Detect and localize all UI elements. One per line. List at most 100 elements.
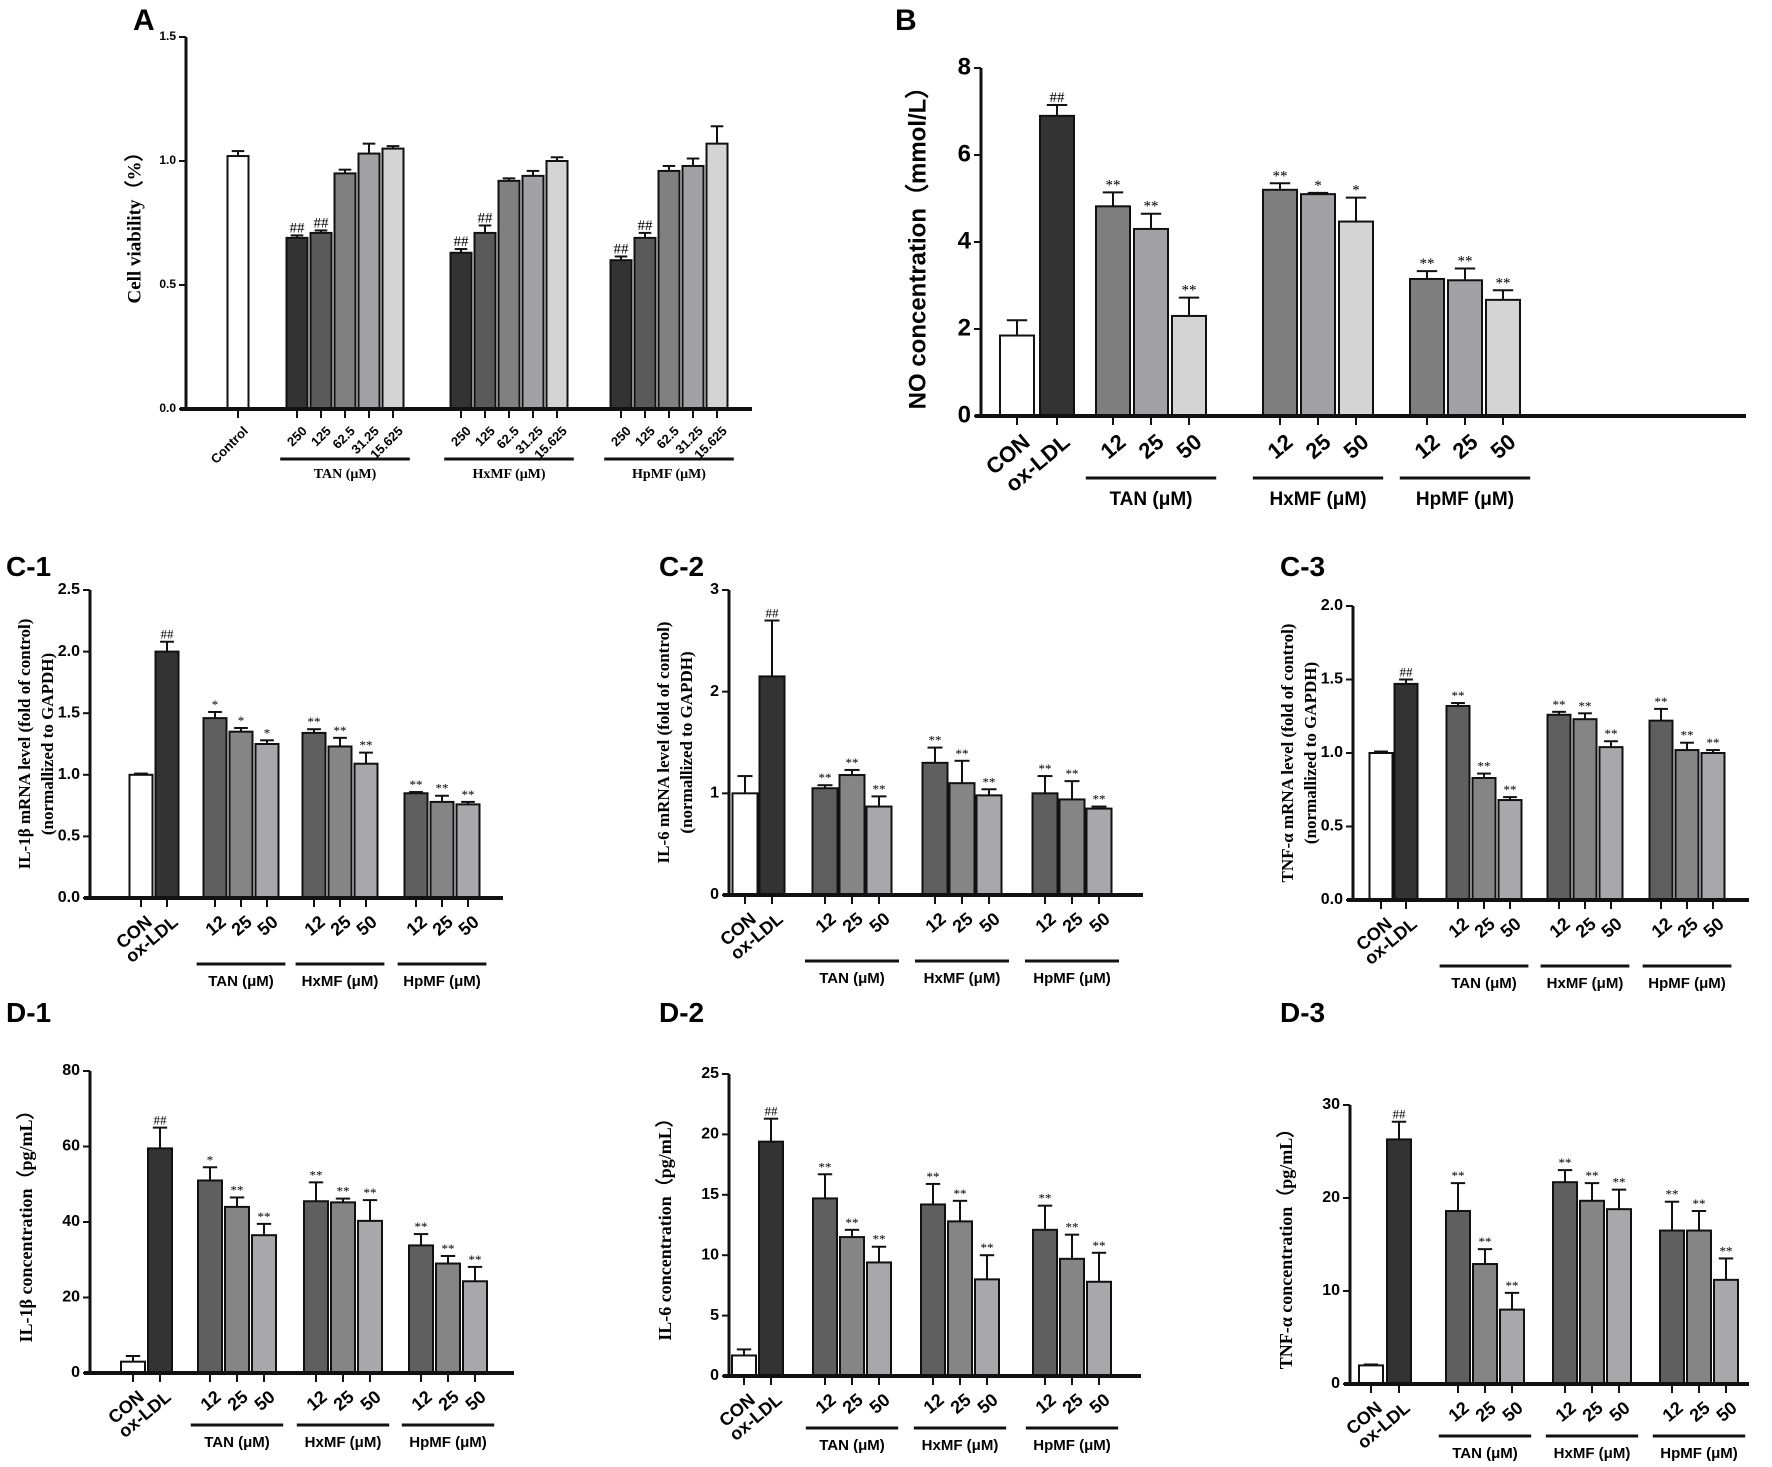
significance-label: ** bbox=[442, 1241, 455, 1256]
x-tick-label: 50 bbox=[1497, 914, 1525, 942]
y-tick-label: 3 bbox=[710, 581, 719, 598]
bar bbox=[1058, 798, 1086, 897]
bar bbox=[1338, 220, 1374, 417]
y-tick-label: 4 bbox=[958, 227, 972, 254]
significance-label: ** bbox=[873, 1232, 886, 1247]
bar bbox=[975, 794, 1003, 896]
significance-label: ** bbox=[1106, 177, 1121, 193]
bar bbox=[1262, 188, 1298, 417]
y-tick-label: 5 bbox=[710, 1307, 719, 1324]
significance-label: ** bbox=[436, 781, 449, 796]
bar bbox=[455, 803, 481, 899]
chart-panel-a: AControl##250##12562.531.2515.625##250##… bbox=[122, 4, 752, 482]
x-tick-label: 50 bbox=[866, 909, 894, 937]
bar bbox=[920, 1203, 946, 1377]
significance-label: ** bbox=[1452, 1168, 1465, 1183]
x-tick-label: 25 bbox=[1059, 909, 1087, 937]
x-tick-label: 250 bbox=[448, 423, 474, 449]
bar bbox=[254, 743, 280, 899]
significance-label: ** bbox=[981, 1240, 994, 1255]
x-tick-label: 50 bbox=[1700, 914, 1728, 942]
x-tick-label: 25 bbox=[1134, 429, 1169, 464]
group-label: TAN (μM) bbox=[204, 1434, 270, 1451]
x-tick-label: 50 bbox=[1713, 1398, 1741, 1426]
x-tick-label: 12 bbox=[812, 909, 840, 937]
bar bbox=[285, 236, 309, 410]
y-tick-label: 1.5 bbox=[1321, 671, 1343, 688]
bar bbox=[1358, 1364, 1384, 1386]
significance-label: ** bbox=[1452, 688, 1465, 703]
x-tick-label: 12 bbox=[1032, 1390, 1060, 1418]
bar bbox=[705, 142, 729, 410]
bar bbox=[1674, 749, 1700, 901]
significance-label: ** bbox=[1707, 735, 1720, 750]
significance-label: ** bbox=[956, 746, 969, 761]
significance-label: ** bbox=[927, 1169, 940, 1184]
significance-label: ** bbox=[469, 1252, 482, 1267]
bar bbox=[228, 730, 254, 899]
group-label: HpMF (μM) bbox=[1033, 970, 1110, 987]
x-tick-label: 12 bbox=[403, 912, 431, 940]
x-tick-label: 25 bbox=[1471, 914, 1499, 942]
bar bbox=[1445, 704, 1471, 902]
panel-label: C-3 bbox=[1280, 551, 1325, 582]
group-label: HxMF (μM) bbox=[305, 1434, 382, 1451]
group-label: TAN (μM) bbox=[208, 973, 274, 990]
group-label: TAN (μM) bbox=[1109, 489, 1192, 510]
significance-label: ## bbox=[766, 606, 780, 621]
bar bbox=[633, 236, 657, 410]
significance-label: ** bbox=[1093, 1238, 1106, 1253]
significance-label: ** bbox=[983, 774, 996, 789]
y-axis-label: IL-1β concentration（pg/mL） bbox=[16, 1102, 36, 1343]
x-tick-label: 50 bbox=[1086, 1390, 1114, 1418]
bar bbox=[197, 1179, 223, 1374]
significance-label: * bbox=[207, 1152, 214, 1167]
bar bbox=[1700, 752, 1726, 901]
x-tick-label: 25 bbox=[1579, 1398, 1607, 1426]
significance-label: ** bbox=[1420, 256, 1435, 272]
bar bbox=[449, 251, 473, 410]
panel-label: D-1 bbox=[6, 997, 51, 1028]
significance-label: ** bbox=[1039, 1191, 1052, 1206]
x-tick-label: 12 bbox=[1096, 429, 1131, 464]
x-tick-label: 12 bbox=[812, 1390, 840, 1418]
bar bbox=[1368, 752, 1394, 901]
bar bbox=[545, 160, 569, 410]
x-tick-label: 12 bbox=[1445, 914, 1473, 942]
x-tick-label: 50 bbox=[462, 1387, 490, 1415]
x-tick-label: 12 bbox=[1552, 1398, 1580, 1426]
significance-label: ** bbox=[364, 1185, 377, 1200]
bar bbox=[1579, 1199, 1605, 1386]
y-tick-label: 20 bbox=[62, 1289, 80, 1306]
group-label: TAN (μM) bbox=[819, 1437, 885, 1454]
panel-label: C-1 bbox=[6, 551, 51, 582]
x-tick-label: 50 bbox=[1486, 429, 1521, 464]
x-tick-label: 12 bbox=[920, 1390, 948, 1418]
bar bbox=[1606, 1208, 1632, 1386]
significance-label: * bbox=[264, 725, 271, 740]
panel-label: D-2 bbox=[659, 997, 704, 1028]
bar bbox=[948, 782, 976, 897]
bar bbox=[1386, 1138, 1412, 1386]
y-axis-label: NO concentration（mmol/L） bbox=[904, 75, 931, 410]
significance-label: ** bbox=[929, 733, 942, 748]
bar bbox=[462, 1280, 488, 1374]
y-tick-label: 1.5 bbox=[58, 704, 80, 721]
bar bbox=[731, 792, 759, 896]
y-axis-label: Cell viability（%） bbox=[122, 143, 145, 304]
group-label: TAN (μM) bbox=[1451, 975, 1517, 992]
group-label: TAN (μM) bbox=[314, 467, 377, 482]
bar bbox=[224, 1205, 250, 1375]
significance-label: ** bbox=[1586, 1168, 1599, 1183]
x-tick-label: 12 bbox=[1445, 1398, 1473, 1426]
y-tick-label: 0.0 bbox=[159, 401, 176, 415]
significance-label: ** bbox=[846, 1215, 859, 1230]
significance-label: ** bbox=[846, 755, 859, 770]
y-axis-label: (normallized to GAPDH) bbox=[38, 653, 57, 835]
bar bbox=[1447, 279, 1483, 417]
bar bbox=[403, 792, 429, 900]
chart-panel-c-3: C-3CON##ox-LDL**12**25**50**12**25**50**… bbox=[1278, 551, 1749, 992]
group-label: HpMF (μM) bbox=[1648, 975, 1725, 992]
bar bbox=[154, 650, 180, 899]
significance-label: ** bbox=[1066, 1220, 1079, 1235]
